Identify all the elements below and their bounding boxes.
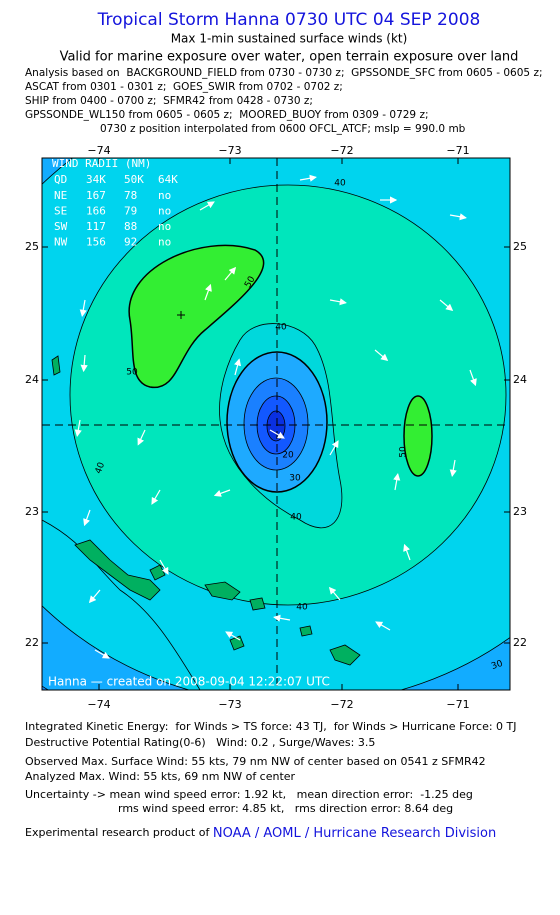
wind-arrow: [204, 283, 212, 301]
wind-arrow: [80, 354, 88, 373]
lat-label-right: 23: [513, 505, 527, 518]
contour-label: 40: [334, 179, 346, 189]
map-frame: [41, 157, 511, 691]
wind-arrow: [79, 299, 87, 317]
wind-radii-cell: SE: [54, 205, 67, 218]
wind-arrow: [234, 358, 242, 376]
lat-label-right: 24: [513, 373, 527, 386]
wind-radii-cell: 88: [124, 220, 137, 233]
wind-arrow: [225, 631, 241, 641]
wind-radii-cell: NW: [54, 236, 68, 249]
lat-label-left: 23: [25, 505, 39, 518]
wind-arrow: [329, 440, 339, 456]
wind-arrow: [94, 649, 110, 659]
footer-line: Uncertainty -> mean wind speed error: 1.…: [25, 788, 473, 801]
wind-arrow: [269, 429, 285, 439]
wind-arrow: [199, 201, 215, 211]
product-org: NOAA / AOML / Hurricane Research Divisio…: [213, 826, 496, 841]
wind-arrow: [403, 543, 411, 561]
lon-label-top: −71: [446, 144, 469, 157]
wind-arrow: [273, 614, 291, 622]
footer-line: Analyzed Max. Wind: 55 kts, 69 nm NW of …: [25, 770, 296, 783]
wind-arrow: [213, 489, 231, 497]
wind-arrow: [374, 349, 389, 362]
lat-label-right: 25: [513, 240, 527, 253]
wind-arrow: [329, 298, 347, 306]
product-line: Experimental research product of NOAA / …: [25, 826, 496, 841]
wind-radii-column: 50K: [124, 173, 144, 186]
contour-label: 40: [296, 603, 308, 613]
analysis-line: SHIP from 0400 - 0700 z; SFMR42 from 042…: [25, 95, 313, 107]
analysis-line: ASCAT from 0301 - 0301 z; GOES_SWIR from…: [25, 81, 343, 93]
contour-label: 50: [126, 368, 138, 378]
lon-label-bottom: −71: [446, 698, 469, 711]
wind-radii-cell: 92: [124, 236, 137, 249]
wind-radii-column: 64K: [158, 173, 178, 186]
analysis-line: 0730 z position interpolated from 0600 O…: [100, 123, 466, 135]
wind-arrow: [159, 559, 169, 575]
lon-label-bottom: −73: [218, 698, 241, 711]
lon-label-top: −73: [218, 144, 241, 157]
wind-radii-cell: 78: [124, 189, 137, 202]
contour-label: 40: [94, 461, 107, 475]
center-plus: [177, 311, 185, 319]
contour-label: 30: [490, 659, 504, 672]
contour-label: 30: [289, 474, 301, 484]
lon-label-top: −72: [330, 144, 353, 157]
wind-arrow: [137, 429, 146, 446]
map-credit: Hanna — created on 2008-09-04 12:22:07 U…: [48, 675, 330, 689]
contour-label: 40: [290, 513, 302, 523]
lon-label-top: −74: [87, 144, 110, 157]
lon-label-bottom: −72: [330, 698, 353, 711]
lat-label-right: 22: [513, 636, 527, 649]
wind-radii-cell: 117: [86, 220, 106, 233]
wind-radii-cell: no: [158, 189, 171, 202]
wind-radii-cell: no: [158, 236, 171, 249]
contour-label: 20: [282, 451, 294, 461]
wind-radii-column: 34K: [86, 173, 106, 186]
lon-label-bottom: −74: [87, 698, 110, 711]
wind-radii-cell: 167: [86, 189, 106, 202]
lat-label-left: 25: [25, 240, 39, 253]
wind-arrow: [88, 589, 101, 604]
wind-radii-title: WIND RADII (NM): [52, 157, 151, 170]
wind-radii-cell: 156: [86, 236, 106, 249]
wind-arrow: [224, 266, 237, 281]
footer-line: Observed Max. Surface Wind: 55 kts, 79 n…: [25, 755, 486, 768]
lat-label-left: 22: [25, 636, 39, 649]
wind-arrow: [74, 419, 82, 437]
product-prefix: Experimental research product of: [25, 826, 213, 839]
wind-arrow: [375, 621, 391, 631]
wind-radii-cell: NE: [54, 189, 67, 202]
title: Tropical Storm Hanna 0730 UTC 04 SEP 200…: [97, 10, 481, 30]
analysis-line: Analysis based on BACKGROUND_FIELD from …: [25, 67, 543, 79]
wind-arrow: [393, 473, 401, 491]
wind-arrow: [151, 489, 161, 505]
wind-arrow: [299, 174, 317, 182]
contour-label: 50: [399, 446, 409, 458]
map-panel: [42, 158, 510, 690]
wind-arrow: [83, 509, 91, 527]
wind-arrow: [328, 586, 341, 601]
wind-arrow: [469, 369, 477, 387]
wind-arrow: [439, 299, 454, 312]
analysis-line: GPSSONDE_WL150 from 0605 - 0605 z; MOORE…: [25, 109, 429, 121]
wind-radii-cell: 79: [124, 205, 137, 218]
footer-line: rms wind speed error: 4.85 kt, rms direc…: [118, 802, 453, 815]
wind-radii-cell: SW: [54, 220, 68, 233]
lat-label-left: 24: [25, 373, 39, 386]
wind-arrow: [449, 459, 457, 477]
wind-radii-cell: no: [158, 220, 171, 233]
wind-radii-cell: no: [158, 205, 171, 218]
wind-arrow: [449, 213, 467, 221]
wind-radii-cell: 166: [86, 205, 106, 218]
footer-line: Destructive Potential Rating(0-6) Wind: …: [25, 736, 375, 749]
valid-note: Valid for marine exposure over water, op…: [60, 50, 519, 65]
footer-line: Integrated Kinetic Energy: for Winds > T…: [25, 720, 517, 733]
contour-label: 40: [275, 323, 287, 333]
wind-radii-column: QD: [54, 173, 67, 186]
subtitle: Max 1-min sustained surface winds (kt): [171, 32, 408, 46]
